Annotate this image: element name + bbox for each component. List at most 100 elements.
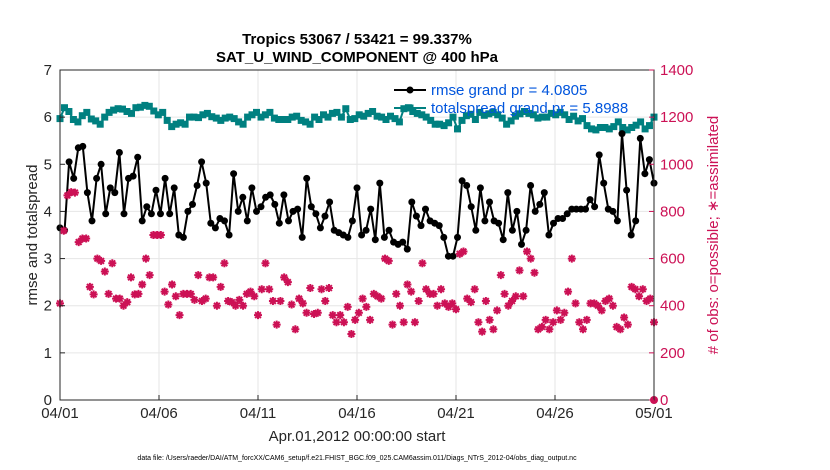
obs-assimilated-point: [530, 268, 539, 277]
obs-assimilated-point: [89, 290, 98, 299]
obs-assimilated-point: [212, 301, 221, 310]
obs-assimilated-point: [537, 322, 546, 331]
rmse-point: [307, 203, 315, 211]
totalspread-point: [503, 120, 511, 128]
totalspread-point: [311, 113, 319, 121]
rmse-point: [403, 245, 411, 253]
obs-assimilated-point: [351, 315, 360, 324]
totalspread-point: [195, 114, 202, 122]
totalspread-point: [512, 112, 519, 120]
totalspread-point: [87, 115, 95, 123]
obs-assimilated-point: [108, 259, 117, 268]
obs-assimilated-point: [369, 289, 378, 298]
totalspread-point: [69, 116, 77, 123]
totalspread-point: [150, 107, 158, 115]
obs-assimilated-point: [298, 299, 307, 308]
totalspread-point: [507, 117, 515, 125]
obs-assimilated-point: [134, 289, 143, 298]
obs-assimilated-point: [466, 298, 475, 307]
totalspread-point: [128, 109, 135, 117]
obs-assimilated-point: [597, 306, 606, 315]
totalspread-point: [440, 122, 448, 130]
totalspread-point: [467, 110, 475, 118]
rmse-point: [495, 219, 503, 227]
totalspread-point: [279, 116, 287, 123]
totalspread-point: [476, 108, 484, 116]
obs-assimilated-point: [235, 295, 244, 304]
totalspread-point: [275, 116, 283, 123]
obs-assimilated-point: [291, 325, 300, 334]
obs-assimilated-point: [582, 315, 591, 324]
x-tick-label: 04/11: [240, 405, 276, 422]
legend-spread-label: totalspread grand pr = 5.8988: [431, 100, 628, 117]
totalspread-point: [324, 113, 332, 121]
obs-assimilated-point: [590, 299, 599, 308]
obs-assimilated-point: [175, 311, 184, 320]
obs-assimilated-point: [564, 287, 573, 296]
rmse-point: [344, 233, 352, 241]
obs-assimilated-point: [579, 325, 588, 334]
obs-assimilated-point: [104, 289, 113, 298]
totalspread-point: [159, 108, 167, 116]
rmse-point: [234, 207, 242, 215]
totalspread-point: [199, 111, 207, 119]
totalspread-point: [619, 124, 627, 131]
totalspread-point: [547, 109, 555, 117]
totalspread-point: [494, 111, 502, 119]
totalspread-point: [208, 113, 216, 121]
obs-assimilated-point: [605, 294, 614, 303]
rmse-point: [230, 170, 238, 178]
obs-assimilated-point: [388, 320, 397, 329]
rmse-point: [111, 189, 119, 197]
rmse-point: [618, 130, 626, 138]
totalspread-point: [418, 111, 426, 119]
totalspread-point: [543, 113, 551, 121]
x-tick-label: 05/01: [635, 405, 673, 422]
rmse-point: [134, 153, 142, 161]
obs-assimilated-point: [452, 305, 460, 314]
obs-assimilated-point: [123, 298, 132, 307]
rmse-point: [513, 207, 521, 215]
totalspread-point: [605, 125, 613, 133]
rmse-point: [545, 231, 553, 239]
obs-assimilated-point: [545, 325, 554, 334]
x-tick-label: 04/16: [338, 405, 376, 422]
totalspread-point: [65, 108, 73, 115]
left-y-tick-label: 5: [44, 156, 52, 173]
right-y-tick-label: 1200: [660, 109, 693, 126]
rmse-point: [294, 205, 302, 213]
obs-assimilated-point: [552, 306, 561, 315]
rmse-point: [440, 233, 448, 241]
totalspread-point: [203, 109, 211, 117]
rmse-point: [636, 134, 644, 142]
obs-assimilated-point: [478, 327, 487, 336]
totalspread-point: [431, 120, 439, 128]
totalspread-point: [628, 124, 636, 131]
obs-assimilated-point: [410, 318, 419, 327]
obs-assimilated-point: [444, 302, 453, 311]
obs-assimilated-point: [646, 294, 655, 303]
rmse-point: [499, 236, 507, 244]
obs-assimilated-point: [377, 294, 386, 303]
obs-assimilated-point: [399, 318, 408, 327]
totalspread-point: [181, 120, 189, 128]
obs-assimilated-point: [623, 320, 632, 329]
obs-assimilated-point: [276, 297, 285, 305]
totalspread-point: [637, 118, 645, 126]
obs-assimilated-point: [190, 295, 199, 304]
totalspread-point: [360, 112, 368, 120]
rmse-point: [385, 226, 393, 234]
obs-assimilated-point: [343, 302, 352, 311]
left-y-tick-label: 3: [44, 251, 52, 268]
rmse-point: [348, 217, 356, 225]
rmse-point: [253, 207, 260, 215]
obs-assimilated-point: [93, 254, 102, 263]
obs-assimilated-point: [511, 292, 520, 301]
obs-assimilated-point: [612, 322, 621, 331]
totalspread-point: [172, 120, 180, 128]
obs-assimilated-point: [373, 292, 382, 301]
rmse-point: [353, 184, 361, 192]
totalspread-point: [462, 112, 470, 120]
totalspread-point: [395, 118, 403, 126]
